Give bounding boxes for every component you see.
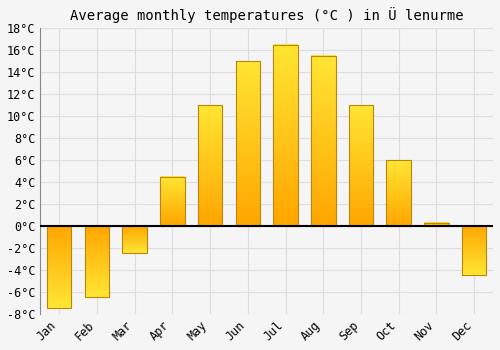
Bar — [424, 223, 448, 226]
Bar — [160, 176, 184, 226]
Bar — [122, 226, 147, 253]
Bar — [84, 226, 109, 298]
Title: Average monthly temperatures (°C ) in Ü lenurme: Average monthly temperatures (°C ) in Ü … — [70, 7, 464, 23]
Bar — [198, 105, 222, 226]
Bar — [462, 226, 486, 275]
Bar — [311, 56, 336, 226]
Bar — [386, 160, 411, 226]
Bar — [47, 226, 72, 308]
Bar — [274, 45, 298, 226]
Bar — [236, 61, 260, 226]
Bar — [348, 105, 374, 226]
